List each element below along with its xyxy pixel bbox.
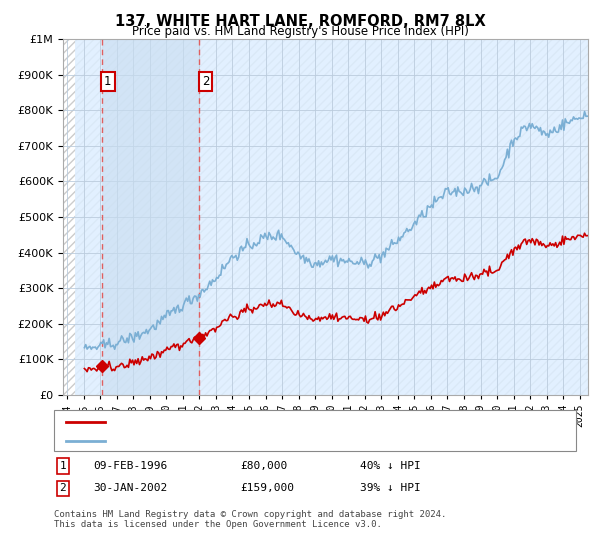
Text: 39% ↓ HPI: 39% ↓ HPI [360,483,421,493]
Text: 40% ↓ HPI: 40% ↓ HPI [360,461,421,471]
Text: £159,000: £159,000 [240,483,294,493]
Text: 1: 1 [59,461,67,471]
Text: 2: 2 [59,483,67,493]
Text: 137, WHITE HART LANE, ROMFORD, RM7 8LX: 137, WHITE HART LANE, ROMFORD, RM7 8LX [115,14,485,29]
Bar [101,39,199,395]
Text: 137, WHITE HART LANE, ROMFORD, RM7 8LX (detached house): 137, WHITE HART LANE, ROMFORD, RM7 8LX (… [111,417,455,427]
Text: 1: 1 [104,76,112,88]
Text: Contains HM Land Registry data © Crown copyright and database right 2024.
This d: Contains HM Land Registry data © Crown c… [54,510,446,529]
Text: Price paid vs. HM Land Registry's House Price Index (HPI): Price paid vs. HM Land Registry's House … [131,25,469,38]
Text: £80,000: £80,000 [240,461,287,471]
Text: 30-JAN-2002: 30-JAN-2002 [93,483,167,493]
Text: 09-FEB-1996: 09-FEB-1996 [93,461,167,471]
Text: HPI: Average price, detached house, Havering: HPI: Average price, detached house, Have… [111,436,386,446]
Text: 2: 2 [202,76,209,88]
